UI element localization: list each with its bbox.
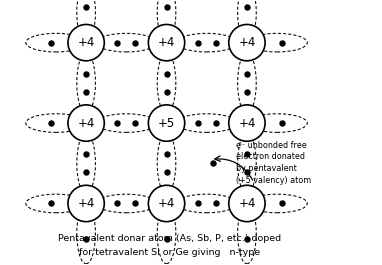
Text: e⁻ unbonded free
electron donated
by pentavalent
(+5 valency) atom: e⁻ unbonded free electron donated by pen… xyxy=(236,140,312,185)
Point xyxy=(213,201,219,206)
Point xyxy=(244,5,250,9)
Text: +5: +5 xyxy=(158,117,175,130)
Circle shape xyxy=(148,185,185,222)
Point xyxy=(114,121,120,125)
Text: +4: +4 xyxy=(158,197,175,210)
Point xyxy=(213,41,219,45)
Point xyxy=(163,90,170,94)
Text: +4: +4 xyxy=(238,197,256,210)
Text: Pentavalent donar atom (As, Sb, P, etc.) doped: Pentavalent donar atom (As, Sb, P, etc.)… xyxy=(58,233,282,242)
Point xyxy=(48,201,54,206)
Point xyxy=(279,201,285,206)
Circle shape xyxy=(68,185,104,222)
Point xyxy=(83,5,89,9)
Point xyxy=(132,121,138,125)
Point xyxy=(244,170,250,174)
Point xyxy=(279,41,285,45)
Circle shape xyxy=(229,105,265,141)
Point xyxy=(132,201,138,206)
Circle shape xyxy=(229,24,265,61)
Point xyxy=(163,170,170,174)
Point xyxy=(279,121,285,125)
Point xyxy=(163,152,170,156)
Text: +4: +4 xyxy=(238,117,256,130)
Point xyxy=(114,41,120,45)
Point xyxy=(48,121,54,125)
Text: for tetravalent Si or Ge giving   n-type: for tetravalent Si or Ge giving n-type xyxy=(79,248,261,257)
Text: +4: +4 xyxy=(78,36,95,49)
Point xyxy=(163,237,170,241)
Point xyxy=(48,41,54,45)
Point xyxy=(114,201,120,206)
Point xyxy=(194,201,201,206)
Point xyxy=(213,121,219,125)
Circle shape xyxy=(68,24,104,61)
Point xyxy=(83,237,89,241)
Point xyxy=(244,90,250,94)
Point xyxy=(83,170,89,174)
Point xyxy=(83,72,89,76)
Point xyxy=(244,72,250,76)
Point xyxy=(83,152,89,156)
Text: +4: +4 xyxy=(238,36,256,49)
Circle shape xyxy=(148,24,185,61)
Circle shape xyxy=(68,105,104,141)
Text: +4: +4 xyxy=(158,36,175,49)
Circle shape xyxy=(229,185,265,222)
Point xyxy=(163,72,170,76)
Point xyxy=(83,90,89,94)
Point xyxy=(163,5,170,9)
Circle shape xyxy=(148,105,185,141)
Point xyxy=(244,152,250,156)
Point xyxy=(210,161,217,165)
Point xyxy=(194,41,201,45)
Point xyxy=(194,121,201,125)
Point xyxy=(244,237,250,241)
Text: +4: +4 xyxy=(78,197,95,210)
Text: +4: +4 xyxy=(78,117,95,130)
Point xyxy=(132,41,138,45)
